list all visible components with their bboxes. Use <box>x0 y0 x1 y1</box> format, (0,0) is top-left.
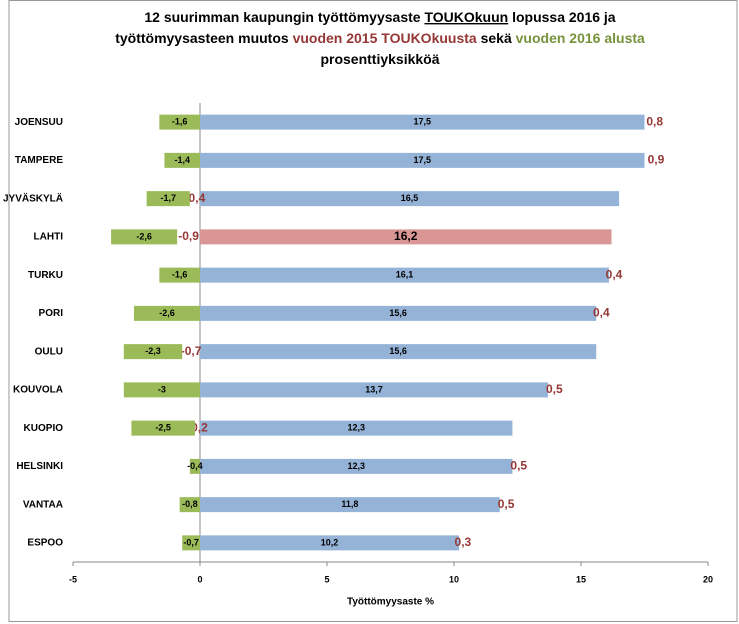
data-label: -0,7 <box>183 537 199 547</box>
data-label: 15,6 <box>389 308 407 318</box>
data-label: -0,4 <box>187 461 203 471</box>
y-tick-label: KOUVOLA <box>13 385 63 396</box>
data-label: 15,6 <box>389 346 407 356</box>
data-label: -2,6 <box>136 231 152 241</box>
data-label: 12,3 <box>347 423 365 433</box>
bar <box>200 497 500 513</box>
data-label: 0,3 <box>455 535 472 549</box>
data-label: 0,9 <box>648 153 665 167</box>
title-part: vuoden 2016 alusta <box>516 30 645 46</box>
chart-title: työttömyysasteen muutos vuoden 2015 TOUK… <box>115 30 645 46</box>
chart-title: 12 suurimman kaupungin työttömyysaste TO… <box>144 9 615 25</box>
data-label: 0,5 <box>498 497 515 511</box>
y-tick-label: LAHTI <box>34 232 64 243</box>
data-label: -2,6 <box>159 308 175 318</box>
bar <box>131 420 195 436</box>
bar <box>189 458 200 474</box>
y-tick-label: KUOPIO <box>24 423 64 434</box>
data-label: -3 <box>158 384 166 394</box>
data-label: 0,8 <box>646 114 663 128</box>
x-tick-label: 0 <box>197 574 202 584</box>
data-label: 17,5 <box>413 155 431 165</box>
bar <box>200 458 513 474</box>
bar <box>200 229 612 245</box>
chart-title: prosenttiyksikköä <box>320 51 439 67</box>
data-label: -1,6 <box>172 270 188 280</box>
bar <box>159 114 200 130</box>
data-label: 0,4 <box>593 306 610 320</box>
title-part: TOUKOkuun <box>424 9 508 25</box>
x-tick-label: -5 <box>69 574 77 584</box>
bar <box>182 535 200 551</box>
y-tick-label: TAMPERE <box>15 155 63 166</box>
data-label: -0,8 <box>182 499 198 509</box>
bar <box>146 191 190 207</box>
data-label: 11,8 <box>341 499 358 509</box>
data-label: -0,9 <box>178 229 199 243</box>
x-tick-label: 5 <box>324 574 329 584</box>
bar <box>200 382 548 398</box>
data-label: 10,2 <box>321 537 339 547</box>
data-label: 0,4 <box>606 267 623 281</box>
bar <box>200 305 597 321</box>
bar <box>159 267 200 283</box>
bar <box>200 152 645 168</box>
data-label: -0,7 <box>181 344 202 358</box>
data-label: 16,5 <box>401 193 419 203</box>
bar <box>123 344 183 360</box>
title-part: vuoden 2015 TOUKOkuusta <box>293 30 477 46</box>
data-label: 12,3 <box>347 461 365 471</box>
data-label: 17,5 <box>413 117 431 127</box>
bar <box>200 535 460 551</box>
title-part: työttömyysasteen muutos <box>115 30 292 46</box>
y-tick-label: OULU <box>35 346 63 357</box>
y-tick-label: ESPOO <box>27 538 63 549</box>
data-label: -1,7 <box>160 193 176 203</box>
bar <box>200 344 597 360</box>
bar <box>164 152 200 168</box>
x-tick-label: 15 <box>576 574 586 584</box>
y-tick-label: TURKU <box>28 270 63 281</box>
y-tick-label: JYVÄSKYLÄ <box>3 191 63 204</box>
y-tick-label: PORI <box>39 308 64 319</box>
x-axis-label: Työttömyysaste % <box>347 597 434 608</box>
title-part: sekä <box>477 30 516 46</box>
y-tick-label: VANTAA <box>23 499 63 510</box>
bar <box>111 229 178 245</box>
data-label: 13,7 <box>365 384 383 394</box>
y-tick-label: JOENSUU <box>15 117 63 128</box>
data-label: 16,1 <box>396 270 414 280</box>
bar <box>179 497 200 513</box>
bar <box>133 305 200 321</box>
data-label: -2,3 <box>145 346 161 356</box>
data-label: -1,6 <box>172 117 188 127</box>
x-tick-label: 20 <box>703 574 713 584</box>
data-label: -2,5 <box>155 423 171 433</box>
bar <box>200 114 645 130</box>
bar <box>200 420 513 436</box>
title-part: lopussa 2016 ja <box>508 9 616 25</box>
bar <box>123 382 200 398</box>
data-label: 0,5 <box>546 382 563 396</box>
data-label: -1,4 <box>174 155 190 165</box>
chart-frame <box>8 0 738 622</box>
title-part: prosenttiyksikköä <box>320 51 439 67</box>
x-tick-label: 10 <box>449 574 459 584</box>
bar <box>200 191 620 207</box>
y-tick-label: HELSINKI <box>16 461 63 472</box>
data-label: 16,2 <box>394 229 418 243</box>
bar <box>200 267 609 283</box>
title-part: 12 suurimman kaupungin työttömyysaste <box>144 9 424 25</box>
data-label: 0,5 <box>510 459 527 473</box>
